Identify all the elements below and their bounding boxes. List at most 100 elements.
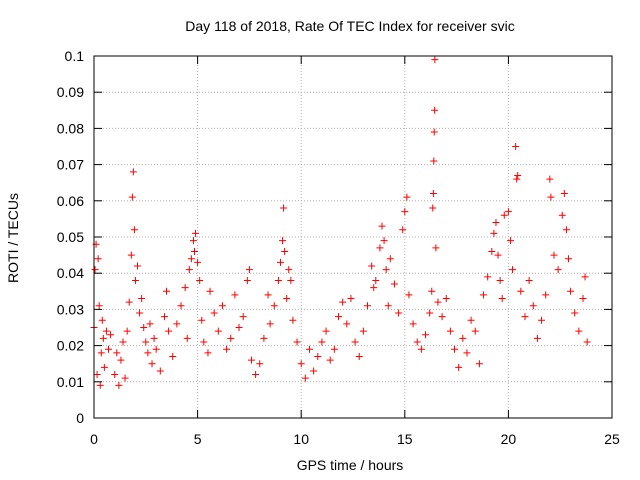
- data-point: [115, 381, 123, 389]
- data-point: [95, 302, 103, 310]
- data-point: [513, 175, 521, 183]
- data-point: [198, 316, 206, 324]
- data-point: [314, 352, 322, 360]
- data-point: [351, 338, 359, 346]
- data-point: [494, 251, 502, 259]
- data-point: [500, 211, 508, 219]
- data-point: [99, 334, 107, 342]
- data-point: [525, 276, 533, 284]
- x-tick-labels: 0 5 10 15 20 25: [90, 431, 620, 447]
- data-point: [567, 287, 575, 295]
- data-point: [413, 338, 421, 346]
- data-point: [150, 334, 158, 342]
- data-point: [247, 356, 255, 364]
- y-tick-label: 0.02: [57, 338, 84, 354]
- data-point: [270, 302, 278, 310]
- data-point: [550, 251, 558, 259]
- data-point: [546, 175, 554, 183]
- data-point: [189, 237, 197, 245]
- data-point: [94, 255, 102, 263]
- data-point: [281, 247, 289, 255]
- data-point: [430, 128, 438, 136]
- data-point: [417, 345, 425, 353]
- data-point: [430, 157, 438, 165]
- data-point: [512, 143, 520, 150]
- y-tick-label: 0.05: [57, 229, 84, 245]
- data-point: [558, 211, 566, 219]
- data-point: [401, 208, 409, 216]
- x-tick-label: 10: [293, 431, 309, 447]
- data-point: [105, 345, 113, 353]
- y-tick-label: 0.09: [57, 84, 84, 100]
- data-point: [218, 302, 226, 310]
- data-point: [136, 309, 144, 317]
- y-axis-label: ROTI / TECUs: [5, 193, 21, 283]
- x-tick-label: 25: [604, 431, 620, 447]
- data-point: [372, 276, 380, 284]
- grid-lines: [94, 56, 612, 418]
- data-point: [183, 334, 191, 342]
- data-point: [322, 327, 330, 335]
- data-point: [521, 313, 529, 321]
- data-point: [245, 266, 253, 274]
- data-point: [564, 255, 572, 263]
- y-tick-labels: 0 0.01 0.02 0.03 0.04 0.05 0.06 0.07 0.08 0.09 0.1: [57, 48, 84, 426]
- data-point: [231, 291, 239, 299]
- data-point: [390, 280, 398, 288]
- data-point: [97, 349, 105, 357]
- data-point: [260, 334, 268, 342]
- data-point: [562, 226, 570, 234]
- data-point: [434, 298, 442, 306]
- data-point: [529, 302, 537, 310]
- data-point: [480, 291, 488, 299]
- data-point: [239, 313, 247, 321]
- data-point: [204, 349, 212, 357]
- data-point: [285, 266, 293, 274]
- data-point: [100, 363, 108, 371]
- data-point: [438, 313, 446, 321]
- y-tick-label: 0.04: [57, 265, 84, 281]
- data-point: [293, 338, 301, 346]
- chart-title: Day 118 of 2018, Rate Of TEC Index for r…: [185, 18, 514, 34]
- data-point: [130, 226, 138, 234]
- data-point: [359, 327, 367, 335]
- data-point: [403, 193, 411, 201]
- data-point: [214, 327, 222, 335]
- data-point: [318, 338, 326, 346]
- x-tick-label: 20: [501, 431, 517, 447]
- data-point: [431, 106, 439, 114]
- data-point: [200, 338, 208, 346]
- data-point: [432, 244, 440, 252]
- data-point: [123, 327, 131, 335]
- data-point: [583, 338, 591, 346]
- data-point: [451, 345, 459, 353]
- y-tick-label: 0.1: [65, 48, 85, 64]
- data-point: [463, 349, 471, 357]
- data-point: [223, 345, 231, 353]
- data-point: [459, 334, 467, 342]
- data-point: [496, 276, 504, 284]
- data-point: [429, 190, 437, 198]
- data-point: [134, 262, 142, 270]
- data-point: [289, 316, 297, 324]
- data-point: [368, 262, 376, 270]
- data-point: [399, 226, 407, 234]
- data-point: [395, 309, 403, 317]
- data-point: [127, 251, 135, 259]
- data-point: [428, 287, 436, 295]
- data-point: [343, 320, 351, 328]
- data-point: [514, 171, 522, 179]
- data-point: [498, 295, 506, 303]
- data-point: [131, 276, 139, 284]
- y-tick-label: 0.01: [57, 374, 84, 390]
- data-point: [243, 276, 251, 284]
- data-point: [287, 276, 295, 284]
- data-point: [386, 255, 394, 263]
- data-point: [509, 266, 517, 274]
- data-point: [181, 284, 189, 292]
- x-tick-label: 15: [397, 431, 413, 447]
- data-point: [117, 356, 125, 364]
- data-point: [484, 273, 492, 281]
- data-point: [160, 313, 168, 321]
